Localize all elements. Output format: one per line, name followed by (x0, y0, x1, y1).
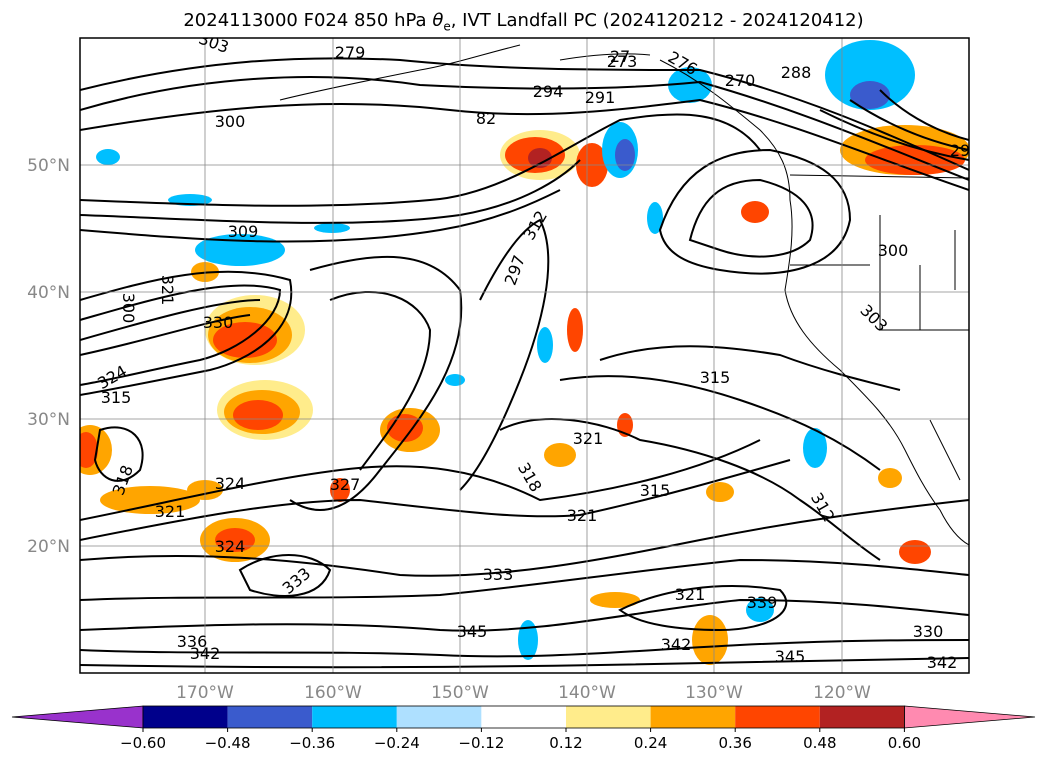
contour-label: 321 (573, 429, 604, 448)
contour-label: 330 (913, 622, 944, 641)
contour-label: 300 (878, 241, 909, 260)
lon-label: 140°W (558, 683, 616, 703)
contour-label: 315 (101, 388, 132, 407)
coastlines (279, 44, 969, 546)
plot-frame (79, 37, 970, 674)
colorbar-segment (481, 706, 566, 728)
contour-label: 315 (640, 481, 671, 500)
colorbar-segment (312, 706, 397, 728)
contour-label: 29 (950, 141, 970, 160)
colorbar-extend-max (904, 705, 1036, 729)
colorbar-tick-label: −0.24 (374, 734, 420, 752)
lon-label: 130°W (685, 683, 743, 703)
colorbar-segment (735, 706, 820, 728)
contour-label: 324 (215, 474, 246, 493)
colorbar-extend-min (11, 705, 144, 729)
contour-label: 288 (781, 63, 812, 82)
contour-label: 339 (747, 593, 778, 612)
colorbar-segment (566, 706, 651, 728)
contour-label: 321 (158, 275, 177, 306)
map-title: 2024113000 F024 850 hPa θe, IVT Landfall… (183, 10, 864, 34)
contour-label: 342 (190, 644, 221, 663)
contour-label: 342 (927, 653, 958, 672)
colorbar-tick-label: 0.48 (803, 734, 836, 752)
contour-label: 291 (585, 88, 616, 107)
contour-label: 300 (119, 293, 138, 324)
contour-label: 321 (567, 506, 598, 525)
colorbar-tick-label: 0.60 (888, 734, 921, 752)
contour-label: 342 (661, 635, 692, 654)
latitude-labels: 50°N 40°N 30°N 20°N (27, 156, 70, 557)
contour-label: 309 (228, 222, 259, 241)
shaded-anomalies (80, 40, 969, 665)
lat-label: 40°N (27, 283, 70, 303)
contour-label: 345 (775, 647, 806, 666)
contour-label: 336 (177, 632, 208, 651)
contour-label: 82 (476, 109, 496, 128)
contour-label: 324 (215, 537, 246, 556)
colorbar-tick-label: 0.36 (718, 734, 751, 752)
contour-label: 27 (610, 47, 630, 66)
lon-label: 170°W (176, 683, 234, 703)
contour-label: 327 (330, 475, 361, 494)
contour-label: 294 (533, 82, 564, 101)
colorbar-segment (143, 706, 228, 728)
graticule (80, 38, 969, 673)
contour-label: 321 (155, 502, 186, 521)
colorbar-outline (142, 705, 905, 729)
colorbar-tick-label: 0.24 (634, 734, 667, 752)
colorbar-tick-label: 0.12 (549, 734, 582, 752)
contour-label: 333 (483, 565, 514, 584)
colorbar-tick-label: −0.36 (289, 734, 335, 752)
longitude-labels: 170°W 160°W 150°W 140°W 130°W 120°W (176, 683, 871, 703)
colorbar-tick-label: −0.60 (120, 734, 166, 752)
lat-label: 50°N (27, 156, 70, 176)
colorbar-segment (227, 706, 313, 728)
lat-label: 20°N (27, 537, 70, 557)
contour-label: 270 (725, 71, 756, 90)
colorbar-segment (650, 706, 736, 728)
contour-label: 273 (607, 52, 638, 71)
lat-label: 30°N (27, 410, 70, 430)
contour-label: 345 (457, 622, 488, 641)
contour-label: 315 (700, 368, 731, 387)
colorbar-tick-label: −0.12 (458, 734, 504, 752)
colorbar-tick-label: −0.48 (205, 734, 251, 752)
lon-label: 120°W (813, 683, 871, 703)
colorbar: −0.60 −0.48 −0.36 −0.24 −0.12 0.12 0.24 0.36 0.4… (11, 705, 1036, 752)
colorbar-segment (396, 706, 482, 728)
contour-label: 279 (335, 43, 366, 62)
lon-label: 150°W (431, 683, 489, 703)
contour-label: 300 (215, 112, 246, 131)
lon-label: 160°W (304, 683, 362, 703)
contour-label: 321 (675, 585, 706, 604)
colorbar-segment (819, 706, 905, 728)
contour-label: 330 (203, 313, 234, 332)
